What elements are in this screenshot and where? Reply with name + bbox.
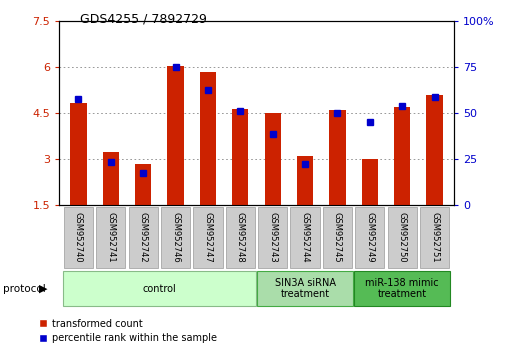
FancyBboxPatch shape	[354, 270, 450, 307]
FancyBboxPatch shape	[323, 207, 352, 268]
FancyBboxPatch shape	[63, 270, 256, 307]
Text: GSM952740: GSM952740	[74, 212, 83, 263]
Text: GSM952746: GSM952746	[171, 212, 180, 263]
Text: GSM952743: GSM952743	[268, 212, 277, 263]
Text: miR-138 mimic
treatment: miR-138 mimic treatment	[365, 278, 439, 299]
FancyBboxPatch shape	[257, 270, 353, 307]
Bar	[232, 109, 248, 205]
Text: GSM952747: GSM952747	[204, 212, 212, 263]
Text: GSM952741: GSM952741	[106, 212, 115, 263]
FancyBboxPatch shape	[161, 207, 190, 268]
Text: GSM952751: GSM952751	[430, 212, 439, 263]
Bar	[297, 156, 313, 205]
Bar	[70, 103, 87, 205]
Text: ▶: ▶	[38, 284, 47, 293]
Text: SIN3A siRNA
treatment: SIN3A siRNA treatment	[274, 278, 336, 299]
FancyBboxPatch shape	[129, 207, 158, 268]
FancyBboxPatch shape	[193, 207, 223, 268]
FancyBboxPatch shape	[64, 207, 93, 268]
Bar	[329, 110, 346, 205]
Text: GSM952750: GSM952750	[398, 212, 407, 263]
Text: GSM952748: GSM952748	[236, 212, 245, 263]
Text: control: control	[143, 284, 176, 293]
FancyBboxPatch shape	[226, 207, 255, 268]
Bar	[362, 159, 378, 205]
Bar	[394, 107, 410, 205]
Text: GSM952744: GSM952744	[301, 212, 309, 263]
Text: protocol: protocol	[3, 284, 45, 293]
FancyBboxPatch shape	[258, 207, 287, 268]
FancyBboxPatch shape	[356, 207, 384, 268]
FancyBboxPatch shape	[388, 207, 417, 268]
Bar	[200, 72, 216, 205]
Text: GSM952745: GSM952745	[333, 212, 342, 263]
FancyBboxPatch shape	[420, 207, 449, 268]
Legend: transformed count, percentile rank within the sample: transformed count, percentile rank withi…	[35, 315, 221, 347]
Bar	[167, 66, 184, 205]
Text: GSM952742: GSM952742	[139, 212, 148, 263]
Bar	[265, 113, 281, 205]
FancyBboxPatch shape	[96, 207, 125, 268]
Bar	[135, 164, 151, 205]
FancyBboxPatch shape	[290, 207, 320, 268]
Bar	[103, 152, 119, 205]
Text: GSM952749: GSM952749	[365, 212, 374, 263]
Text: GDS4255 / 7892729: GDS4255 / 7892729	[80, 12, 206, 25]
Bar	[426, 95, 443, 205]
